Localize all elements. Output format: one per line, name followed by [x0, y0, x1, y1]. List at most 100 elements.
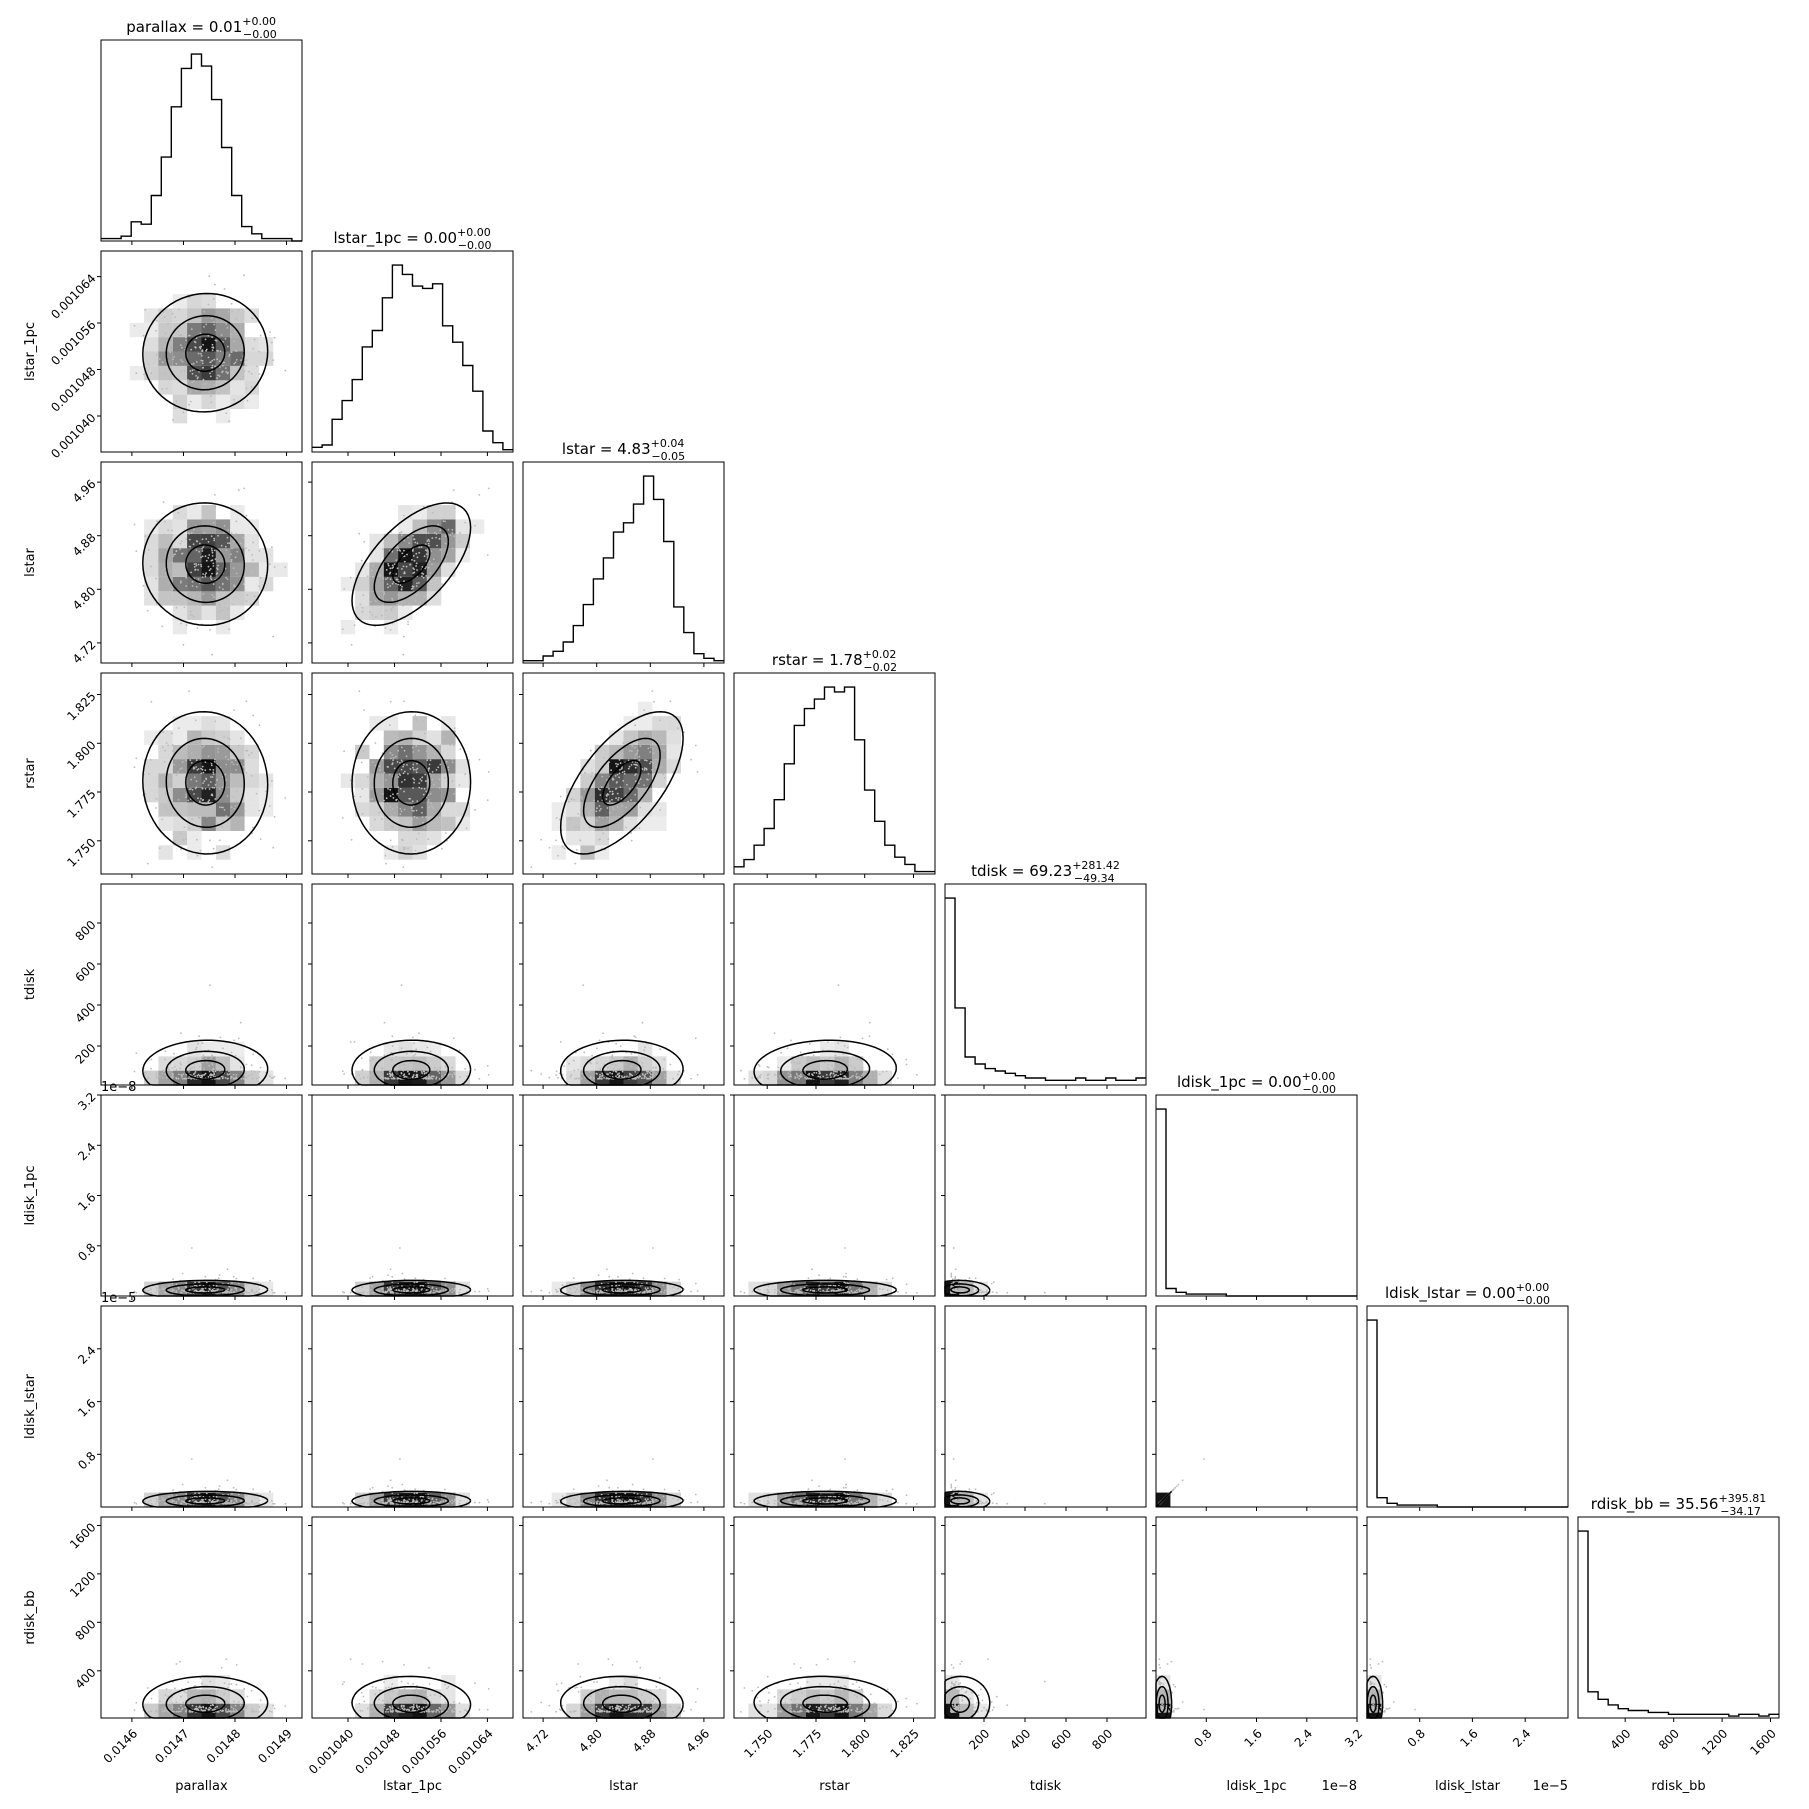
sample-point: [644, 1073, 647, 1076]
sample-point: [416, 800, 419, 802]
density-cell: [566, 1056, 581, 1071]
sample-point: [409, 797, 411, 800]
sample-point: [778, 1075, 781, 1078]
sample-point: [619, 1068, 621, 1071]
density-cell: [355, 744, 370, 760]
sample-point: [407, 623, 409, 626]
density-cell: [158, 730, 173, 745]
sample-point: [577, 826, 580, 829]
sample-point: [628, 1278, 631, 1281]
sample-point: [250, 1064, 253, 1067]
sample-point: [436, 745, 438, 748]
density-cell: [187, 1041, 202, 1057]
sample-point: [207, 800, 210, 803]
sample-point: [614, 775, 617, 777]
sample-point: [224, 773, 227, 776]
sample-point: [601, 775, 604, 778]
sample-point: [168, 1284, 170, 1287]
sample-point: [897, 1077, 899, 1079]
sample-point: [397, 1289, 400, 1291]
sample-point: [422, 576, 425, 579]
sample-point: [418, 551, 421, 554]
sample-point: [951, 1278, 954, 1281]
sample-point: [584, 849, 587, 852]
sample-point: [458, 1049, 461, 1052]
sample-point: [581, 1287, 584, 1289]
sample-point: [449, 1500, 452, 1503]
sample-point: [402, 1069, 405, 1072]
sample-point: [205, 1057, 208, 1060]
sample-point: [164, 1050, 167, 1053]
density-cell: [623, 816, 638, 831]
sample-point: [399, 762, 401, 764]
sample-point: [780, 1051, 783, 1054]
sample-point: [626, 783, 628, 786]
sample-point: [652, 1072, 655, 1074]
density-cell: [215, 308, 231, 323]
sample-point: [228, 1496, 231, 1499]
sample-point: [858, 1501, 861, 1504]
sample-point: [407, 1065, 409, 1067]
sample-point: [555, 1290, 558, 1293]
sample-point: [664, 1076, 666, 1079]
sample-point: [655, 1493, 657, 1496]
sample-point: [641, 1062, 644, 1064]
sample-point: [600, 808, 602, 810]
sample-point: [383, 1077, 385, 1079]
density-cell: [398, 519, 413, 534]
density-cell: [777, 1703, 792, 1718]
sample-point: [625, 1063, 627, 1066]
sample-point: [374, 561, 377, 564]
density-cell: [187, 605, 202, 620]
sample-point: [211, 793, 214, 796]
sample-point: [180, 767, 183, 770]
density-cell: [580, 802, 595, 817]
density-cell: [187, 773, 202, 788]
sample-point: [383, 1021, 386, 1024]
sample-point: [204, 555, 207, 558]
sample-point: [385, 779, 387, 781]
density-cell: [412, 802, 427, 817]
sample-point: [369, 1277, 372, 1280]
sample-point: [966, 1281, 969, 1284]
sample-point: [624, 1289, 626, 1292]
density-cell: [652, 1703, 667, 1718]
sample-point: [358, 1073, 361, 1076]
sample-point: [407, 536, 409, 539]
sample-point: [856, 1278, 859, 1281]
sample-point: [570, 1074, 573, 1076]
sample-point: [235, 1289, 238, 1292]
sample-point: [225, 763, 228, 766]
density-cell: [398, 505, 413, 520]
density-cell: [566, 830, 581, 846]
sample-point: [201, 787, 204, 790]
sample-point: [773, 1032, 776, 1035]
sample-point: [412, 1057, 415, 1060]
sample-point: [214, 329, 217, 332]
sample-point: [652, 752, 655, 755]
sample-point: [644, 1046, 646, 1049]
sample-point: [422, 505, 425, 508]
sample-point: [621, 805, 623, 808]
sample-point: [643, 709, 646, 711]
sample-point: [599, 788, 601, 791]
sample-point: [216, 349, 219, 352]
sample-point: [427, 566, 430, 569]
sample-point: [224, 367, 227, 369]
sample-point: [599, 1289, 602, 1292]
sample-point: [438, 778, 441, 781]
sample-point: [950, 1274, 953, 1276]
sample-point: [243, 588, 246, 591]
sample-point: [201, 550, 204, 552]
sample-point: [386, 577, 389, 579]
sample-point: [587, 1289, 590, 1292]
sample-point: [189, 759, 192, 761]
sample-point: [407, 847, 409, 850]
sample-point: [200, 1500, 203, 1503]
sample-point: [634, 754, 637, 756]
sample-point: [248, 549, 251, 552]
sample-point: [639, 778, 642, 780]
sample-point: [213, 732, 216, 735]
sample-point: [391, 754, 394, 756]
